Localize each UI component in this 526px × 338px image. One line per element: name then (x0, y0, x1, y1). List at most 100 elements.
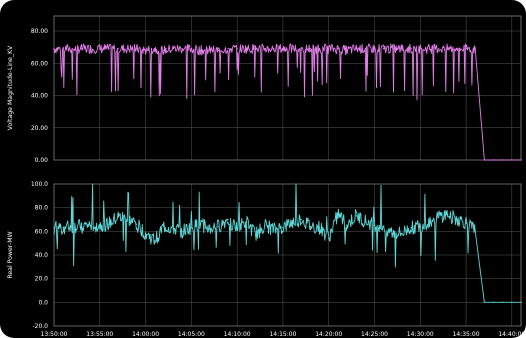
voltage-data-point (190, 48, 193, 50)
voltage-data-point (401, 48, 403, 50)
power-data-point (263, 224, 266, 227)
voltage-series-line (53, 43, 521, 161)
power-data-point (511, 301, 513, 303)
power-data-point (236, 228, 238, 230)
voltage-data-point (236, 48, 238, 50)
voltage-data-point (382, 48, 385, 50)
voltage-data-point (355, 48, 357, 50)
voltage-data-point (273, 48, 275, 50)
voltage-data-point (328, 48, 330, 50)
power-data-point (502, 301, 504, 303)
power-data-point (126, 218, 128, 221)
power-ytick-label: 80.0 (35, 205, 49, 212)
power-data-point (346, 224, 348, 227)
voltage-ytick-label: 80.00 (31, 28, 48, 35)
voltage-data-point (309, 48, 312, 50)
power-xtick-label: 13:55:00 (86, 331, 113, 338)
voltage-data-point (254, 48, 257, 50)
voltage-data-point (108, 48, 110, 50)
power-xtick-label: 14:40:00 (498, 331, 525, 338)
voltage-data-point (144, 49, 147, 52)
power-data-point (273, 229, 275, 231)
power-data-point (392, 233, 394, 235)
power-xtick-label: 14:15:00 (269, 331, 296, 338)
power-data-point (62, 227, 64, 229)
power-series-line (53, 183, 521, 303)
power-data-point (181, 230, 183, 232)
voltage-data-point (181, 48, 183, 50)
power-data-point (355, 215, 357, 217)
power-data-point (209, 228, 211, 230)
power-data-point (282, 227, 284, 229)
power-xtick-label: 14:10:00 (224, 331, 251, 338)
power-xtick-label: 14:30:00 (407, 331, 434, 338)
power-data-point (520, 301, 522, 303)
voltage-data-point (502, 159, 504, 161)
voltage-ytick-label: 60.00 (31, 60, 48, 67)
voltage-data-point (163, 49, 165, 52)
power-data-point (89, 224, 92, 227)
voltage-data-point (209, 49, 211, 52)
voltage-data-point (62, 48, 64, 50)
power-data-point (492, 301, 495, 303)
power-data-point (401, 233, 403, 235)
voltage-data-point (465, 48, 467, 50)
voltage-data-point (428, 48, 431, 50)
voltage-data-point (53, 48, 55, 50)
voltage-data-point (520, 159, 522, 161)
voltage-data-point (456, 48, 458, 50)
power-xtick-label: 14:25:00 (361, 331, 388, 338)
power-data-point (419, 225, 421, 228)
voltage-data-point (71, 48, 74, 50)
power-data-point (318, 227, 321, 229)
voltage-data-point (300, 48, 302, 50)
power-data-point (135, 223, 138, 225)
real-power-chart: 100.0 80.0 60.0 40.0 20.0 0.0 -20.0 Real Power-… (7, 181, 525, 338)
power-data-point (483, 301, 486, 303)
voltage-data-point (117, 48, 119, 50)
voltage-data-point (263, 48, 266, 50)
voltage-data-point (227, 48, 229, 50)
voltage-data-point (373, 48, 376, 50)
power-data-point (108, 223, 110, 225)
voltage-data-point (318, 48, 321, 50)
voltage-data-point (419, 48, 421, 50)
power-data-point (437, 216, 440, 218)
power-data-point (80, 225, 83, 228)
voltage-data-point (511, 159, 513, 161)
power-data-point (300, 218, 302, 221)
power-data-point (328, 237, 330, 240)
power-ytick-label: 100.0 (31, 181, 48, 188)
voltage-data-point (483, 159, 486, 161)
voltage-data-point (337, 48, 339, 50)
voltage-data-point (492, 159, 495, 161)
voltage-data-point (392, 48, 394, 50)
voltage-data-point (80, 48, 83, 50)
power-data-point (190, 227, 193, 229)
voltage-data-point (218, 49, 220, 52)
power-data-point (364, 221, 366, 223)
power-data-point (53, 227, 55, 229)
voltage-ytick-label: 20.00 (31, 125, 48, 132)
power-xtick-label: 14:20:00 (315, 331, 342, 338)
voltage-data-point (447, 48, 449, 50)
power-data-point (337, 212, 339, 215)
voltage-data-point (154, 48, 156, 50)
power-data-point (309, 225, 312, 228)
power-data-point (373, 224, 376, 227)
voltage-data-point (291, 48, 293, 50)
power-ytick-label: -20.0 (32, 323, 48, 330)
power-data-point (474, 230, 476, 232)
power-data-point (227, 218, 229, 221)
power-data-point (465, 222, 467, 224)
power-ytick-label: 60.0 (35, 228, 49, 235)
power-data-point (199, 223, 202, 225)
voltage-data-point (89, 48, 92, 50)
voltage-data-point (346, 49, 348, 52)
power-data-point (117, 216, 119, 218)
power-data-point (163, 225, 165, 228)
power-data-point (291, 222, 293, 224)
voltage-data-point (437, 48, 440, 50)
